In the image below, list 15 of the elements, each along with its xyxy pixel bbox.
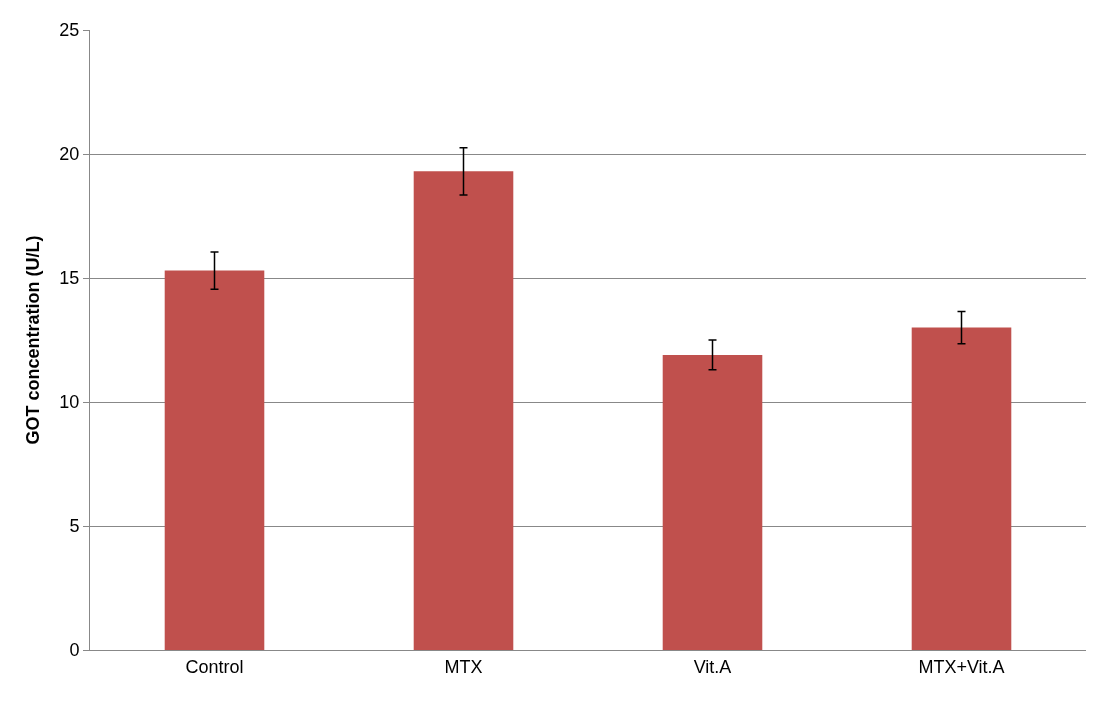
x-tick-label: Control <box>185 656 244 677</box>
bar <box>413 171 514 650</box>
x-tick-label: MTX+Vit.A <box>918 656 1005 677</box>
y-tick-label: 10 <box>59 392 80 413</box>
bar <box>164 270 265 650</box>
bar <box>911 327 1012 650</box>
x-tick-label: MTX <box>444 656 483 677</box>
y-tick-label: 25 <box>59 20 80 41</box>
y-tick-label: 5 <box>69 516 80 537</box>
y-tick-label: 15 <box>59 268 80 289</box>
y-tick-label: 20 <box>59 144 80 165</box>
bar <box>662 354 763 650</box>
y-axis-title: GOT concentration (U/L) <box>22 235 43 445</box>
y-tick-label: 0 <box>69 640 80 661</box>
x-tick-label: Vit.A <box>693 656 732 677</box>
